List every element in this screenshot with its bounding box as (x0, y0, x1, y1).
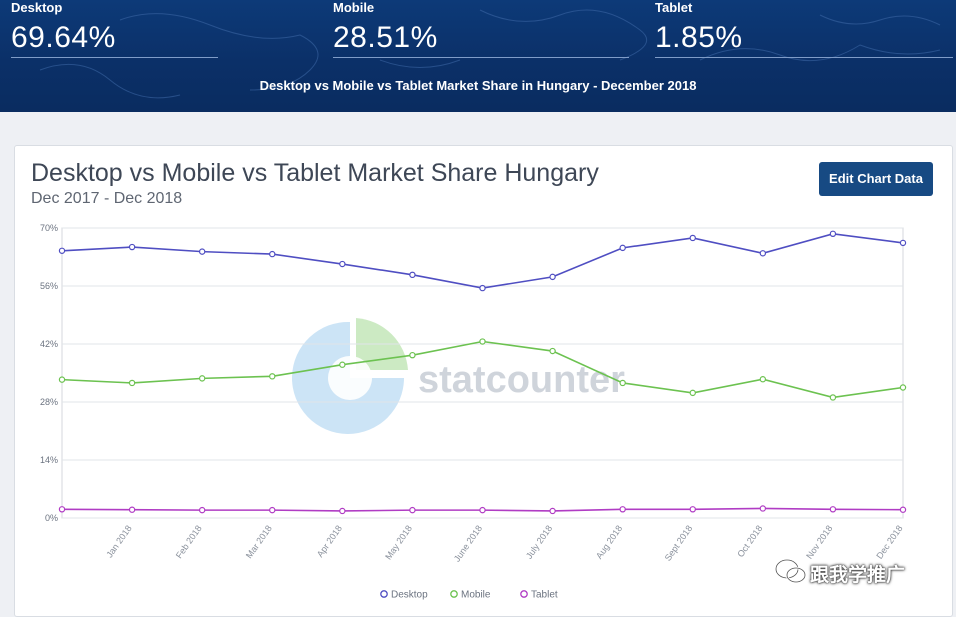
stat-label: Tablet (655, 0, 693, 15)
statcounter-watermark: statcounter (292, 318, 625, 434)
x-tick-label: Jan 2018 (104, 523, 133, 559)
stat-label: Desktop (11, 0, 63, 15)
wechat-watermark: 跟我学推广 (762, 552, 956, 592)
statcounter-logo-text: statcounter (418, 359, 625, 401)
x-tick-label: July 2018 (524, 523, 554, 560)
legend-label-desktop[interactable]: Desktop (391, 590, 428, 601)
legend-label-mobile[interactable]: Mobile (461, 590, 491, 601)
data-point-mobile[interactable] (759, 376, 767, 383)
data-point-tablet[interactable] (479, 506, 486, 514)
legend-marker-tablet (520, 590, 528, 598)
stat-underline (655, 57, 953, 58)
data-point-tablet[interactable] (619, 506, 626, 513)
x-tick-label: Sept 2018 (663, 523, 695, 562)
data-point-desktop[interactable] (198, 248, 206, 255)
data-point-mobile[interactable] (198, 375, 206, 382)
data-point-mobile[interactable] (899, 384, 907, 391)
data-point-desktop[interactable] (269, 250, 276, 258)
wechat-icon (774, 558, 807, 584)
stat-underline (11, 57, 218, 58)
x-tick-label: May 2018 (383, 523, 414, 561)
stat-underline (333, 57, 629, 58)
y-tick-label: 28% (40, 397, 58, 407)
data-point-tablet[interactable] (339, 507, 346, 515)
data-point-tablet[interactable] (198, 506, 206, 514)
stat-mobile: Mobile 28.51% (333, 0, 629, 58)
data-point-mobile[interactable] (829, 394, 837, 401)
data-point-desktop[interactable] (689, 234, 696, 242)
chart-subtitle: Dec 2017 - Dec 2018 (31, 190, 183, 207)
data-point-mobile[interactable] (58, 376, 66, 383)
data-point-mobile[interactable] (689, 389, 696, 397)
data-point-tablet[interactable] (58, 506, 66, 513)
y-tick-label: 42% (40, 339, 58, 349)
data-point-tablet[interactable] (899, 506, 907, 513)
stat-tablet: Tablet 1.85% (655, 0, 953, 58)
x-tick-label: June 2018 (452, 523, 484, 563)
stats-banner: Desktop 69.64% Mobile 28.51% Tablet 1.85… (0, 0, 956, 112)
data-point-desktop[interactable] (829, 230, 837, 237)
data-point-mobile[interactable] (409, 351, 416, 359)
data-point-desktop[interactable] (409, 271, 416, 279)
data-point-tablet[interactable] (759, 505, 767, 512)
chart-legend: Desktop Mobile Tablet (380, 590, 558, 601)
x-tick-label: Apr 2018 (315, 523, 344, 559)
data-point-tablet[interactable] (409, 506, 416, 514)
data-point-desktop[interactable] (128, 243, 136, 251)
stat-value: 1.85% (655, 21, 743, 54)
data-point-tablet[interactable] (128, 506, 136, 513)
data-point-desktop[interactable] (339, 260, 346, 268)
x-tick-label: Feb 2018 (174, 523, 204, 560)
data-point-mobile[interactable] (619, 379, 626, 387)
legend-marker-mobile (450, 590, 458, 598)
data-point-tablet[interactable] (689, 506, 696, 513)
data-point-tablet[interactable] (549, 507, 556, 515)
wechat-watermark-text: 跟我学推广 (810, 564, 906, 586)
data-point-desktop[interactable] (899, 239, 907, 247)
chart-title: Desktop vs Mobile vs Tablet Market Share… (31, 159, 599, 187)
y-tick-label: 70% (40, 223, 58, 233)
data-point-tablet[interactable] (269, 506, 276, 514)
stat-desktop: Desktop 69.64% (11, 0, 218, 58)
data-point-desktop[interactable] (759, 250, 767, 257)
data-point-tablet[interactable] (829, 506, 837, 513)
data-point-mobile[interactable] (269, 373, 276, 380)
data-point-desktop[interactable] (58, 247, 66, 254)
x-tick-label: Oct 2018 (735, 523, 764, 559)
legend-marker-desktop (380, 590, 388, 598)
stat-label: Mobile (333, 0, 375, 15)
legend-label-tablet[interactable]: Tablet (531, 590, 558, 601)
data-point-mobile[interactable] (479, 338, 486, 345)
statcounter-logo-icon (292, 318, 408, 434)
chart-series (58, 230, 907, 515)
world-map-background (39, 9, 941, 99)
data-point-mobile[interactable] (339, 361, 346, 368)
data-point-desktop[interactable] (549, 273, 556, 281)
x-tick-label: Mar 2018 (244, 523, 274, 560)
x-tick-label: Aug 2018 (594, 523, 624, 560)
edit-chart-data-button[interactable]: Edit Chart Data (819, 162, 933, 196)
data-point-mobile[interactable] (549, 347, 556, 355)
data-point-desktop[interactable] (479, 284, 486, 292)
y-tick-label: 56% (40, 281, 58, 291)
y-tick-label: 0% (45, 513, 58, 523)
banner-title: Desktop vs Mobile vs Tablet Market Share… (259, 78, 697, 93)
series-line-desktop (61, 232, 904, 289)
y-tick-label: 14% (40, 455, 58, 465)
stat-value: 69.64% (11, 21, 116, 54)
data-point-desktop[interactable] (619, 244, 626, 252)
stat-value: 28.51% (333, 21, 438, 54)
data-point-mobile[interactable] (128, 379, 136, 387)
